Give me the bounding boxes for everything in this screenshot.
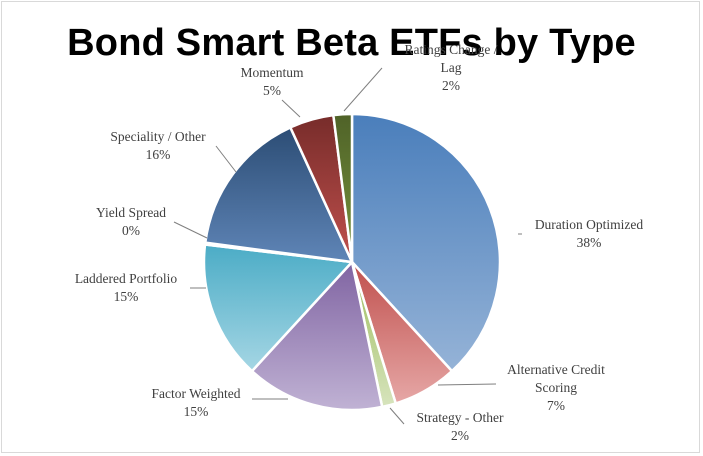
category-label-speciality-other: Speciality / Other xyxy=(110,129,206,144)
slices-layer xyxy=(202,112,502,412)
category-label-laddered-portfolio: Laddered Portfolio xyxy=(75,271,178,286)
value-label-alternative-credit-scoring: 7% xyxy=(547,398,565,413)
category-label-alternative-credit-scoring: Scoring xyxy=(535,380,577,395)
slice-factor-weighted xyxy=(250,260,384,412)
value-label-ratings-change-lag: 2% xyxy=(442,78,460,93)
value-label-duration-optimized: 38% xyxy=(577,235,602,250)
slice-speciality-other xyxy=(204,126,354,264)
category-label-momentum: Momentum xyxy=(241,65,304,80)
value-label-speciality-other: 16% xyxy=(146,147,171,162)
leader-line-yield-spread xyxy=(173,221,208,239)
value-label-momentum: 5% xyxy=(263,83,281,98)
leader-line-alternative-credit-scoring xyxy=(437,383,497,386)
leader-lines xyxy=(173,67,522,425)
category-label-factor-weighted: Factor Weighted xyxy=(151,386,240,401)
category-label-yield-spread: Yield Spread xyxy=(96,205,166,220)
leader-line-ratings-change-lag xyxy=(343,67,383,112)
category-label-ratings-change-lag: Ratings Change / xyxy=(405,42,498,57)
slice-ratings-change-lag xyxy=(332,112,354,264)
value-label-strategy-other: 2% xyxy=(451,428,469,443)
leader-line-momentum xyxy=(281,99,301,118)
slice-duration-optimized xyxy=(350,112,502,373)
value-label-yield-spread: 0% xyxy=(122,223,140,238)
category-label-strategy-other: Strategy - Other xyxy=(417,410,504,425)
category-label-alternative-credit-scoring: Alternative Credit xyxy=(507,362,605,377)
chart-title: Bond Smart Beta ETFs by Type xyxy=(67,22,636,64)
slice-laddered-portfolio xyxy=(202,243,354,373)
leader-line-strategy-other xyxy=(389,407,405,425)
category-label-duration-optimized: Duration Optimized xyxy=(535,217,644,232)
value-label-factor-weighted: 15% xyxy=(184,404,209,419)
leader-line-speciality-other xyxy=(215,145,237,173)
labels-layer: Duration Optimized 38% Alternative Credit S… xyxy=(75,42,644,443)
value-label-laddered-portfolio: 15% xyxy=(114,289,139,304)
category-label-ratings-change-lag: Lag xyxy=(441,60,462,75)
